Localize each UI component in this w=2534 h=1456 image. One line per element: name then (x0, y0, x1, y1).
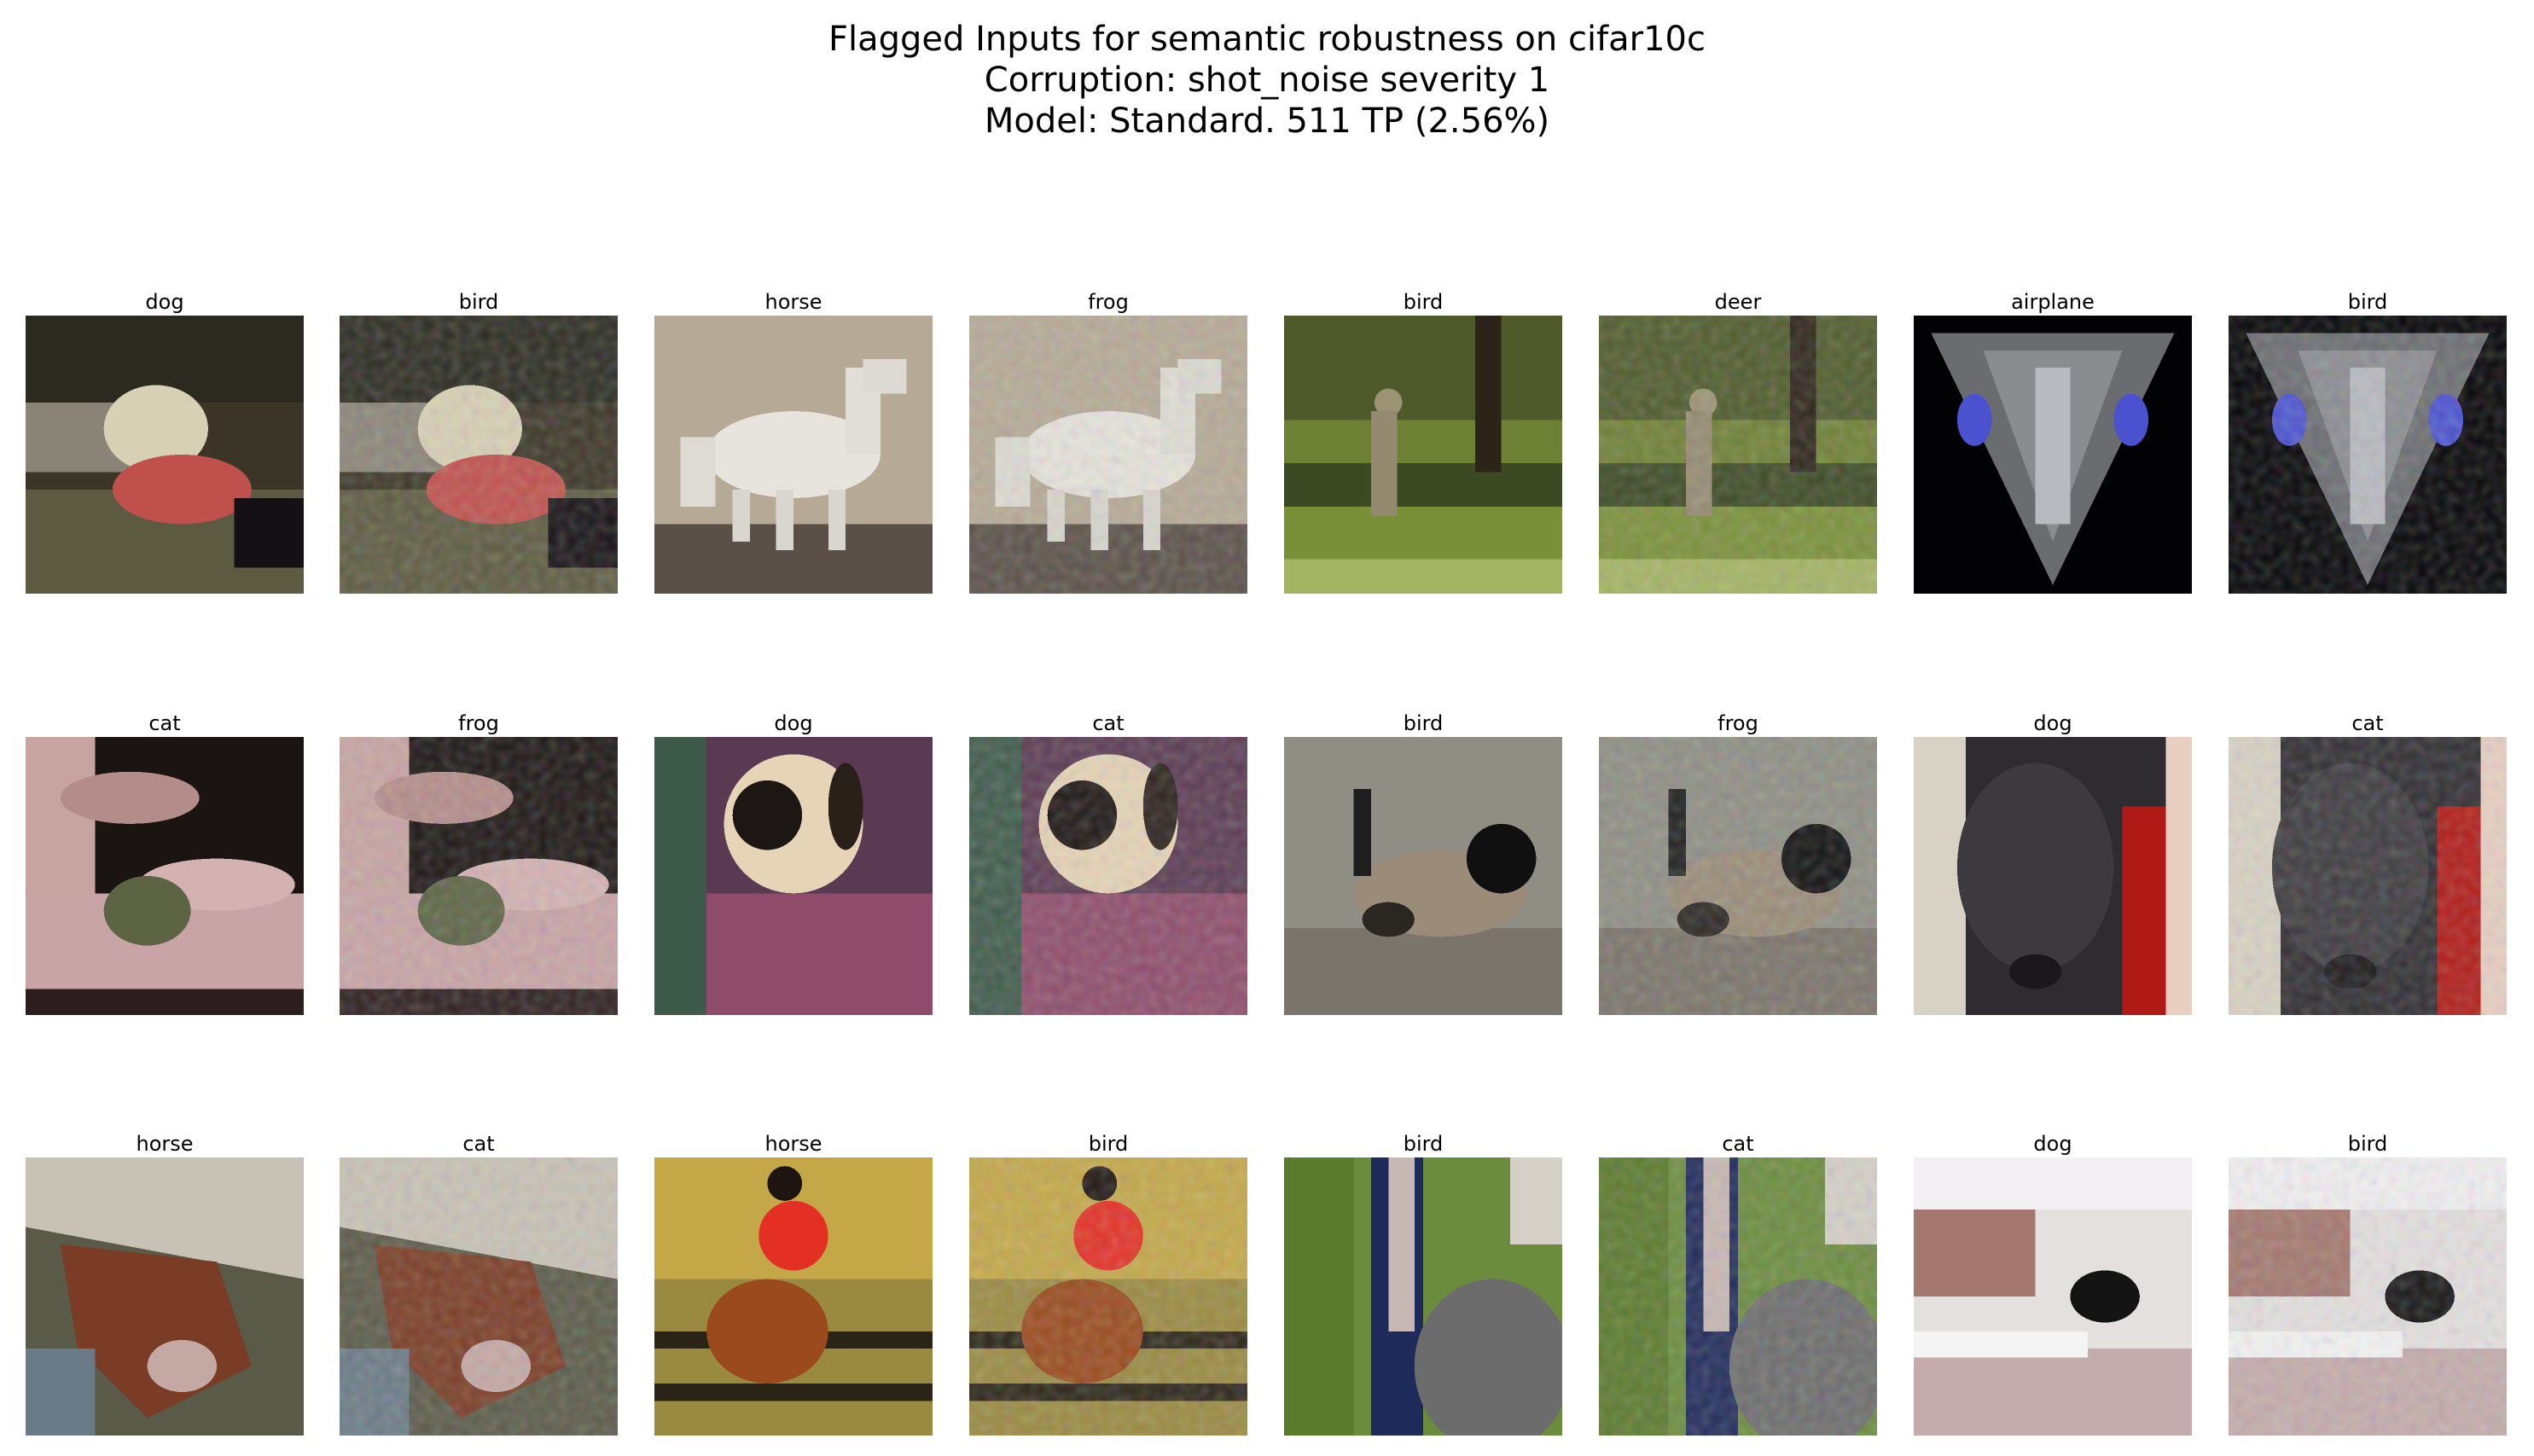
cifar-thumbnail-image (1914, 316, 2192, 594)
cifar-thumbnail-image (1914, 737, 2192, 1015)
title-line-3: Model: Standard. 511 TP (2.56%) (984, 102, 1550, 141)
cifar-thumbnail-image (969, 1157, 1247, 1436)
cifar-thumbnail-image (654, 737, 933, 1015)
image-label: horse (764, 1132, 822, 1156)
image-label: frog (458, 711, 499, 735)
image-label: deer (1714, 290, 1762, 314)
cifar-thumbnail-image (654, 316, 933, 594)
cifar-thumbnail-image (340, 1157, 618, 1436)
cifar-thumbnail-image (340, 316, 618, 594)
cifar-thumbnail-image (26, 1157, 304, 1436)
cifar-thumbnail-image (2229, 737, 2507, 1015)
cifar-thumbnail-image (1599, 737, 1877, 1015)
cifar-thumbnail-image (969, 737, 1247, 1015)
cifar-thumbnail-image (1599, 316, 1877, 594)
image-label: cat (1722, 1132, 1754, 1156)
cifar-thumbnail-image (1599, 1157, 1877, 1436)
image-label: bird (458, 290, 499, 314)
image-label: bird (1403, 1132, 1444, 1156)
image-label: bird (2347, 290, 2388, 314)
image-label: bird (2347, 1132, 2388, 1156)
image-label: frog (1088, 290, 1129, 314)
image-label: horse (764, 290, 822, 314)
image-label: cat (462, 1132, 495, 1156)
cifar-thumbnail-image (2229, 1157, 2507, 1436)
image-label: dog (2033, 711, 2072, 735)
cifar-thumbnail-image (26, 737, 304, 1015)
image-label: bird (1403, 711, 1444, 735)
cifar-thumbnail-image (654, 1157, 933, 1436)
image-label: cat (2351, 711, 2384, 735)
title-line-1: Flagged Inputs for semantic robustness o… (828, 20, 1706, 59)
cifar-thumbnail-image (26, 316, 304, 594)
cifar-thumbnail-image (1914, 1157, 2192, 1436)
cifar-thumbnail-image (1284, 316, 1562, 594)
image-label: frog (1717, 711, 1758, 735)
title-line-2: Corruption: shot_noise severity 1 (984, 61, 1550, 100)
image-label: dog (145, 290, 184, 314)
image-label: dog (2033, 1132, 2072, 1156)
image-label: airplane (2011, 290, 2095, 314)
image-label: dog (774, 711, 813, 735)
figure-title: Flagged Inputs for semantic robustness o… (0, 19, 2534, 142)
cifar-thumbnail-image (340, 737, 618, 1015)
cifar-thumbnail-image (2229, 316, 2507, 594)
image-label: horse (136, 1132, 194, 1156)
image-label: bird (1088, 1132, 1129, 1156)
image-label: bird (1403, 290, 1444, 314)
image-label: cat (1092, 711, 1125, 735)
cifar-thumbnail-image (1284, 1157, 1562, 1436)
cifar-thumbnail-image (969, 316, 1247, 594)
cifar-thumbnail-image (1284, 737, 1562, 1015)
image-label: cat (148, 711, 181, 735)
